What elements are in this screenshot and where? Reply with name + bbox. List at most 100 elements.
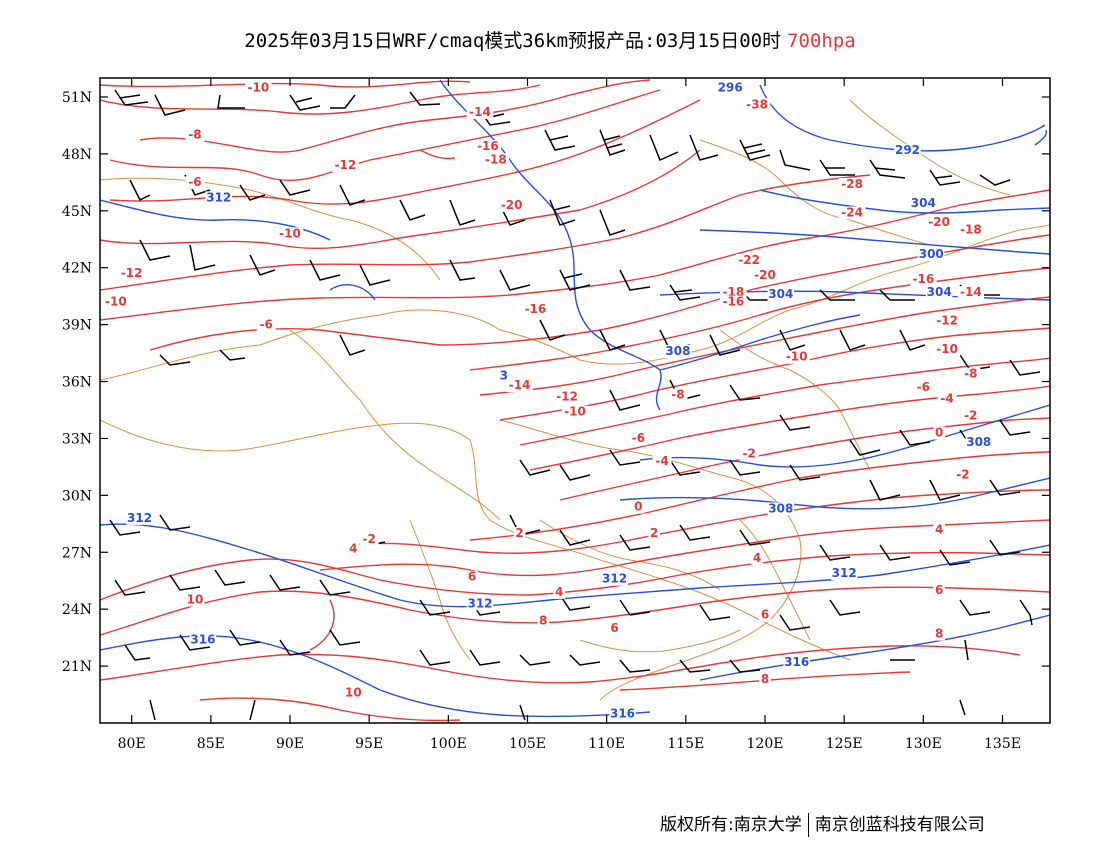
temperature-label: -16 — [477, 139, 499, 153]
temperature-label: 8 — [539, 613, 547, 627]
temperature-label-bg — [359, 532, 379, 546]
temperature-label: -6 — [188, 175, 201, 189]
temperature-label-bg — [648, 527, 660, 541]
temperature-label-bg — [652, 455, 672, 468]
temperature-label: -20 — [501, 198, 523, 212]
temperature-labels: -10-14-16-18-8-12-6-10-12-10-6-20-16-14-… — [102, 80, 985, 700]
temperature-label: -8 — [671, 388, 684, 402]
lon-tick-label: 105E — [509, 736, 546, 752]
temperature-label-bg — [957, 286, 985, 300]
temperature-label-bg — [961, 409, 981, 423]
temperature-label: 0 — [935, 426, 943, 440]
temperature-isotherms — [100, 79, 1050, 722]
geopotential-label-bg — [498, 369, 510, 383]
geopotential-label-bg — [910, 197, 937, 210]
temperature-label-bg — [347, 542, 360, 556]
temperature-label-bg — [628, 432, 648, 446]
temperature-label: -12 — [936, 314, 958, 328]
temperature-label: 10 — [345, 685, 362, 699]
temperature-label-bg — [933, 584, 945, 597]
temperature-label: -12 — [121, 266, 143, 280]
temperature-label: -10 — [279, 226, 301, 240]
lon-tick-label: 95E — [355, 736, 383, 752]
temperature-label: 6 — [468, 570, 476, 584]
geopotential-label-bg — [965, 436, 992, 450]
lon-tick-label: 100E — [430, 736, 467, 752]
temperature-label: -10 — [105, 295, 127, 309]
temperature-label-bg — [933, 523, 945, 537]
temperature-label: 2 — [650, 526, 658, 540]
temperature-label-bg — [276, 227, 304, 241]
temperature-label-bg — [759, 673, 771, 687]
lat-tick-label: 30N — [62, 488, 92, 504]
temperature-label: 4 — [349, 541, 357, 555]
temperature-label-bg — [751, 269, 779, 283]
temperature-label: -4 — [655, 454, 668, 468]
lon-tick-label: 90E — [276, 736, 304, 752]
temperature-label: -20 — [754, 268, 776, 282]
temperature-label-bg — [838, 206, 866, 220]
lon-tick-label: 125E — [826, 736, 863, 752]
temperature-label-bg — [474, 140, 502, 154]
wind-barbs — [109, 89, 1041, 721]
temperature-label-bg — [953, 468, 973, 482]
geopotential-label: 316 — [784, 655, 809, 669]
temperature-label: 4 — [555, 585, 563, 599]
geopotential-label: 316 — [190, 632, 215, 646]
temperature-label-bg — [102, 295, 130, 309]
temperature-label: -14 — [960, 285, 982, 299]
geopotential-label-bg — [126, 511, 153, 525]
temperature-label-bg — [245, 81, 272, 95]
lon-tick-label: 130E — [905, 736, 942, 752]
temperature-label-bg — [961, 367, 981, 381]
temperature-label: -24 — [841, 205, 863, 219]
temperature-label-bg — [466, 105, 494, 119]
chart-title: 2025年03月15日WRF/cmaq模式36km预报产品:03月15日00时 7… — [0, 26, 1100, 53]
temperature-label: 8 — [761, 672, 769, 686]
lat-tick-label: 51N — [62, 90, 92, 106]
longitude-axis: 80E 85E 90E 95E 100E 105E 110E 115E 120E 125E 130E… — [118, 78, 1021, 752]
temperature-label: -4 — [940, 391, 953, 405]
lat-tick-label: 39N — [62, 318, 92, 334]
latitude-axis: 51N 48N 45N 42N 39N 36N 33N 30N 27N 24N 21N — [62, 90, 1050, 675]
geopotential-label-bg — [609, 707, 636, 721]
temperature-label-bg — [553, 585, 565, 599]
geopotential-label: 304 — [911, 196, 936, 210]
temperature-label-bg — [522, 303, 549, 317]
lat-tick-label: 27N — [62, 545, 92, 561]
geopotential-label: 296 — [718, 80, 743, 94]
copyright-credit: 版权所有:南京大学 南京创蓝科技有限公司 — [660, 810, 985, 837]
geopotential-label: 304 — [768, 287, 793, 301]
temperature-label: 4 — [753, 551, 761, 565]
geopotential-label: 312 — [602, 572, 627, 586]
temperature-label-bg — [957, 223, 985, 237]
temperature-label-bg — [553, 390, 581, 404]
credit-university: 版权所有:南京大学 — [660, 815, 802, 835]
temperature-label-bg — [332, 159, 359, 173]
temperature-label: -18 — [485, 152, 507, 166]
temperature-label: 6 — [610, 621, 618, 635]
geopotential-label-bg — [894, 143, 921, 157]
geopotential-label-bg — [716, 81, 744, 95]
geopotential-label: 312 — [206, 190, 231, 204]
temperature-label-bg — [498, 198, 525, 212]
temperature-label: 0 — [634, 500, 642, 514]
temperature-label: -12 — [335, 158, 357, 172]
temperature-label-bg — [466, 570, 478, 584]
geopotential-label-bg — [783, 656, 810, 670]
geopotential-label-bg — [925, 286, 953, 300]
geopotential-label-bg — [767, 288, 795, 302]
temperature-label-bg — [668, 388, 688, 402]
lat-tick-label: 33N — [62, 431, 92, 447]
temperature-label: -12 — [556, 390, 578, 404]
temperature-label: -2 — [956, 467, 969, 481]
temperature-label-bg — [185, 128, 205, 142]
lat-tick-label: 24N — [62, 602, 92, 618]
geopotential-label: 308 — [768, 501, 793, 515]
temperature-label-bg — [743, 98, 771, 112]
temperature-label-bg — [925, 215, 953, 229]
lon-tick-label: 135E — [984, 736, 1021, 752]
temperature-label: -6 — [917, 380, 930, 394]
geopotential-label: 316 — [610, 706, 635, 720]
